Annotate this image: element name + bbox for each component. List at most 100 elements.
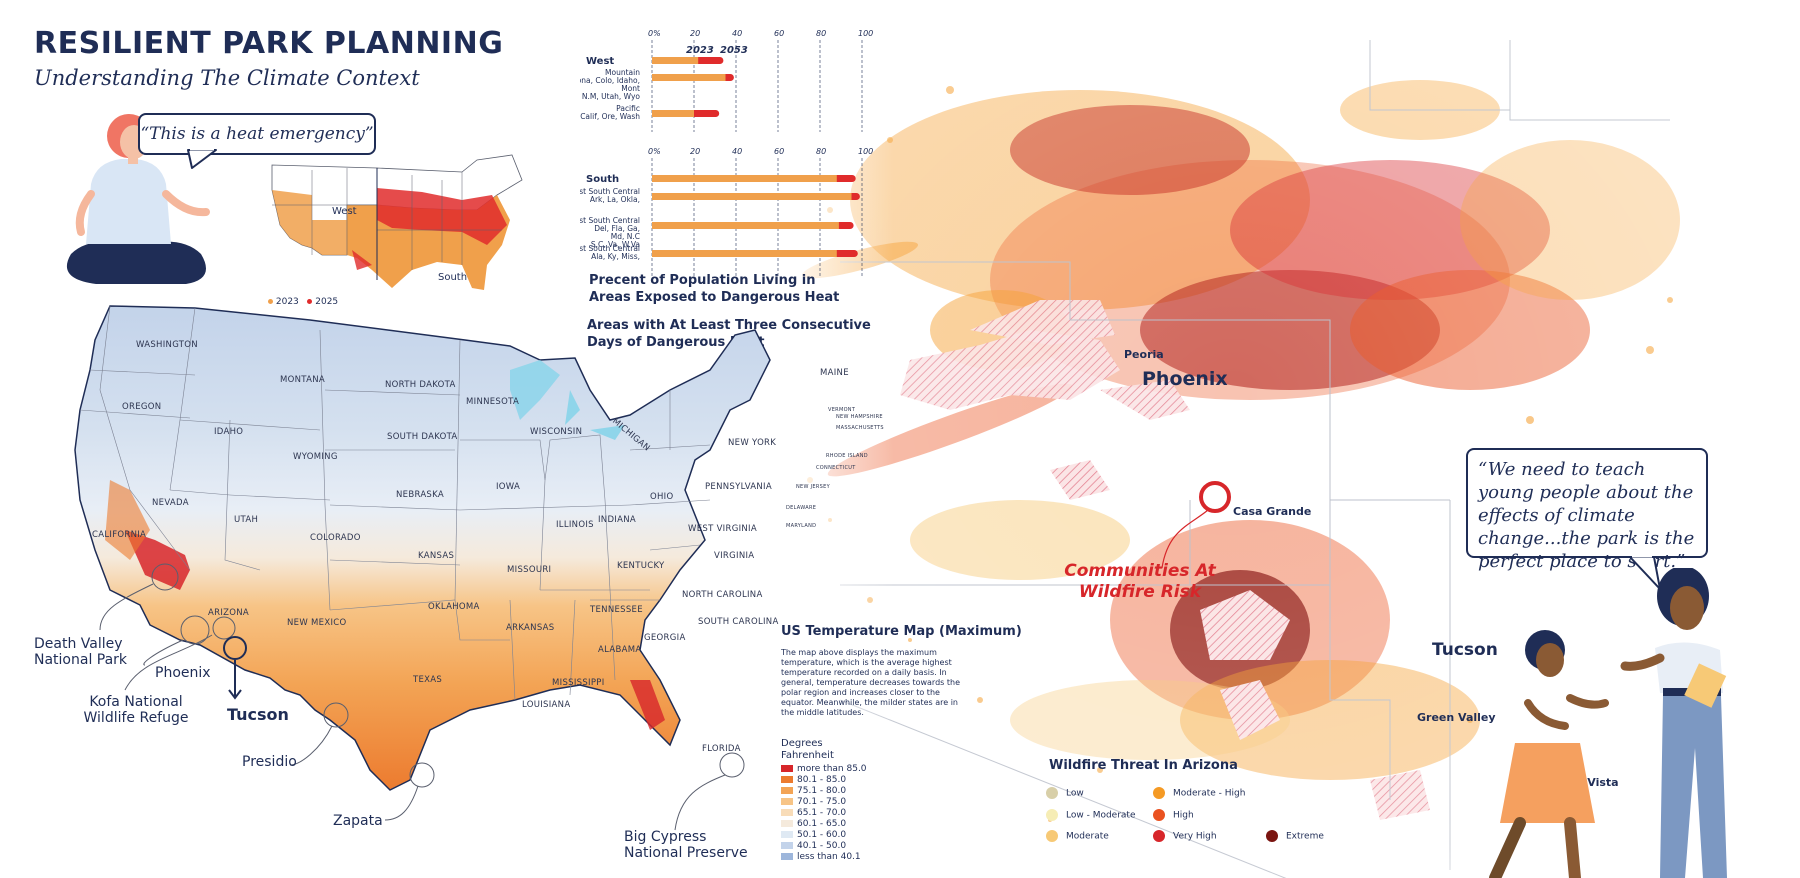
bar-2023 <box>652 222 839 229</box>
quote-bubble-teach: “We need to teach young people about the… <box>1466 448 1708 572</box>
state-label-alabama: ALABAMA <box>598 645 642 655</box>
callout-tucson: Tucson <box>227 705 289 724</box>
place-green-valley: Green Valley <box>1417 711 1496 724</box>
bar-2023 <box>652 250 837 257</box>
tick-label: 40 <box>732 29 742 38</box>
state-label-wyoming: WYOMING <box>293 452 338 462</box>
wildfire-legend-dot <box>1266 830 1278 842</box>
state-label-louisiana: LOUISIANA <box>522 700 571 710</box>
wildfire-risk-label: Communities At Wildfire Risk <box>1064 561 1216 602</box>
wildfire-legend-label: Low - Moderate <box>1066 810 1136 821</box>
temp-legend-swatch <box>781 820 793 827</box>
us-outline <box>74 305 771 791</box>
bar-2023 <box>652 57 699 64</box>
state-label-south-dakota: SOUTH DAKOTA <box>387 432 458 442</box>
state-label-new-mexico: NEW MEXICO <box>287 618 347 628</box>
callout-kofa: Kofa National Wildlife Refuge <box>83 694 189 726</box>
state-label-south-carolina: SOUTH CAROLINA <box>698 617 779 627</box>
row-label: Ala, Ky, Miss, <box>591 252 640 261</box>
temp-legend: Degrees Fahrenheit more than 85.0 80.1 - … <box>781 738 901 863</box>
state-label-pennsylvania: PENNSYLVANIA <box>705 482 772 492</box>
row-label: Mont <box>621 84 640 93</box>
wildfire-legend-item: Moderate - High <box>1153 787 1245 799</box>
wildfire-legend-item: Extreme <box>1266 830 1324 842</box>
dangerous-heat-bar-chart: 0% 20 40 60 80 100 2023 2053 WestMountainArizona… <box>580 29 873 276</box>
state-label-montana: MONTANA <box>280 375 326 385</box>
wildfire-legend-dot <box>1153 809 1165 821</box>
temp-legend-label: 60.1 - 65.0 <box>797 819 847 829</box>
callout-zapata: Zapata <box>333 813 383 829</box>
temp-legend-item: 65.1 - 70.0 <box>781 808 901 819</box>
temp-legend-label: 65.1 - 70.0 <box>797 808 847 818</box>
wildfire-legend-label: High <box>1173 810 1194 821</box>
wildfire-legend-label: Very High <box>1173 831 1217 842</box>
state-label-new-jersey: NEW JERSEY <box>796 484 830 490</box>
row-label: S.C, Va, W.Va <box>591 240 640 249</box>
state-label-kentucky: KENTUCKY <box>617 561 665 571</box>
state-label-utah: UTAH <box>234 515 259 525</box>
temp-legend-label: 50.1 - 60.0 <box>797 830 847 840</box>
row-label: Mountain <box>605 68 640 77</box>
tick-label: 0% <box>648 29 661 38</box>
tick-label: 20 <box>690 147 700 156</box>
row-label: East South Central <box>580 244 640 253</box>
temp-legend-swatch <box>781 798 793 805</box>
tick-label: 40 <box>732 147 742 156</box>
wildfire-legend-label: Extreme <box>1286 831 1324 842</box>
adult-person-illustration <box>1620 568 1727 878</box>
place-casa-grande: Casa Grande <box>1233 505 1312 518</box>
row-label: Calif, Ore, Wash <box>580 112 640 121</box>
tick-label: 60 <box>774 29 784 38</box>
wildfire-legend-dot <box>1153 787 1165 799</box>
series-label-2053: 2053 <box>720 45 748 56</box>
wildfire-legend-label: Moderate - High <box>1173 788 1246 799</box>
tick-label: 100 <box>858 147 873 156</box>
wildfire-legend-item: Low - Moderate <box>1046 809 1136 821</box>
risk-leader-line <box>1161 509 1209 569</box>
temp-legend-label: more than 85.0 <box>797 764 867 774</box>
state-label-new-hampshire: NEW HAMPSHIRE <box>836 414 883 420</box>
temp-legend-swatch <box>781 765 793 772</box>
state-label-connecticut: CONNECTICUT <box>816 465 856 471</box>
casa-grande-marker <box>1199 481 1231 513</box>
tick-label: 80 <box>816 147 826 156</box>
wildfire-legend-dot <box>1046 787 1058 799</box>
callout-death-valley: Death Valley National Park <box>34 636 128 668</box>
temp-legend-swatch <box>781 776 793 783</box>
temp-legend-item: 60.1 - 65.0 <box>781 819 901 830</box>
state-label-new-york: NEW YORK <box>728 438 777 448</box>
temp-legend-label: 80.1 - 85.0 <box>797 775 847 785</box>
series-label-2023: 2023 <box>686 45 714 56</box>
temp-legend-label: less than 40.1 <box>797 852 861 862</box>
row-label: Ark, La, Okla, <box>590 195 640 204</box>
group-label: West <box>586 56 614 67</box>
state-label-idaho: IDAHO <box>214 427 244 437</box>
state-label-nevada: NEVADA <box>152 498 189 508</box>
state-label-ohio: OHIO <box>650 492 674 502</box>
temp-legend-item: more than 85.0 <box>781 764 901 775</box>
callout-big-cypress: Big Cypress National Preserve <box>624 829 748 861</box>
state-label-north-dakota: NORTH DAKOTA <box>385 380 456 390</box>
us-map-callouts <box>99 563 745 831</box>
wildfire-legend-label: Low <box>1066 788 1084 799</box>
page-subtitle: Understanding The Climate Context <box>34 66 420 90</box>
tick-label: 60 <box>774 147 784 156</box>
tick-label: 80 <box>816 29 826 38</box>
state-label-minnesota: MINNESOTA <box>466 397 520 407</box>
temp-legend-swatch <box>781 853 793 860</box>
state-label-indiana: INDIANA <box>598 515 637 525</box>
state-label-iowa: IOWA <box>496 482 521 492</box>
wildfire-legend-item: Moderate <box>1046 830 1109 842</box>
state-label-oklahoma: OKLAHOMA <box>428 602 480 612</box>
state-label-nebraska: NEBRASKA <box>396 490 444 500</box>
row-label: Pacific <box>616 104 640 113</box>
state-label-arkansas: ARKANSAS <box>506 623 555 633</box>
wildfire-legend-dot <box>1046 830 1058 842</box>
tick-label: 100 <box>858 29 873 38</box>
legend-2023-dot <box>268 299 273 304</box>
region-label-west: West <box>332 206 357 217</box>
temp-legend-item: 80.1 - 85.0 <box>781 775 901 786</box>
quote2-tail <box>1629 555 1661 590</box>
state-label-mississippi: MISSISSIPPI <box>552 678 605 688</box>
temp-legend-item: 75.1 - 80.0 <box>781 786 901 797</box>
